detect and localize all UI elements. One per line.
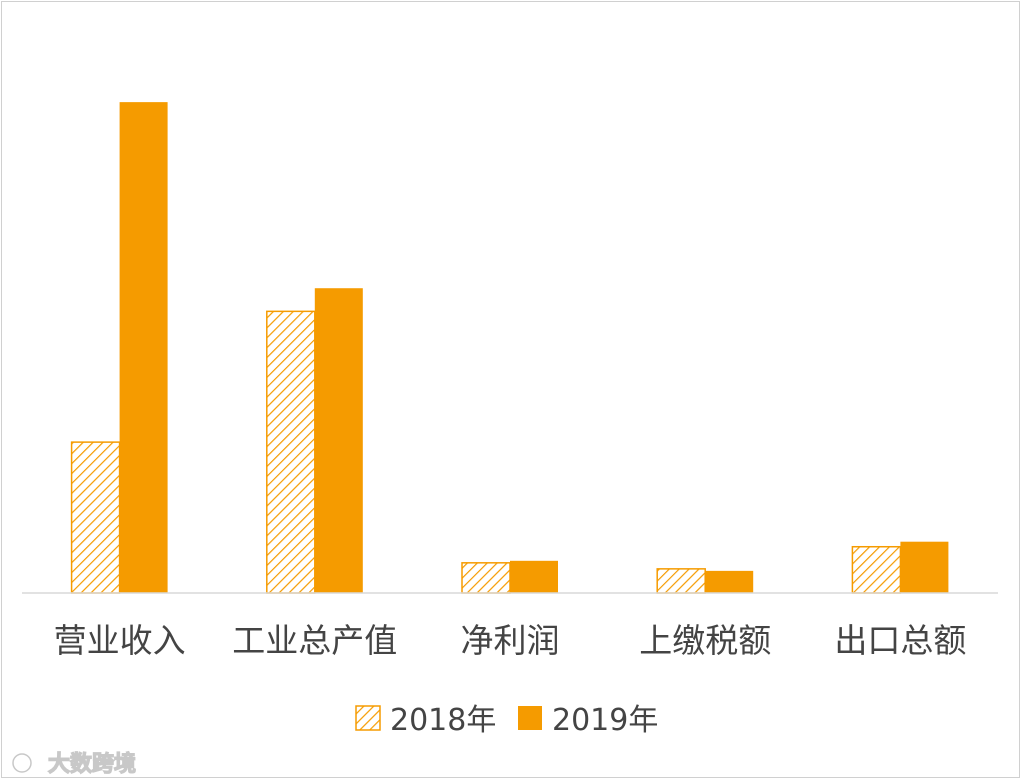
category-label: 营业收入 <box>54 621 186 660</box>
bar-2018-2 <box>266 310 316 594</box>
bar-2019-5 <box>900 541 949 593</box>
watermark-logo-icon <box>12 753 32 773</box>
bar-2018-4 <box>656 568 706 594</box>
legend-swatch-1 <box>355 705 381 731</box>
watermark-text: 大数跨境 <box>48 751 136 777</box>
category-label: 净利润 <box>461 621 560 660</box>
bar-2019-2 <box>314 288 363 593</box>
legend-label-2: 2019年 <box>552 703 658 738</box>
legend-swatch-2 <box>518 706 542 730</box>
bar-2019-1 <box>119 102 168 594</box>
bar-2018-3 <box>461 562 511 594</box>
category-label: 工业总产值 <box>232 621 397 660</box>
bar-2019-4 <box>705 570 754 593</box>
watermark: 大数跨境 <box>12 750 137 778</box>
category-label: 上缴税额 <box>639 621 771 660</box>
category-label: 出口总额 <box>834 621 966 660</box>
bar-2018-5 <box>851 545 902 594</box>
bar-2019-3 <box>510 560 558 593</box>
legend-label-1: 2018年 <box>390 703 496 738</box>
bar-2018-1 <box>70 441 121 594</box>
